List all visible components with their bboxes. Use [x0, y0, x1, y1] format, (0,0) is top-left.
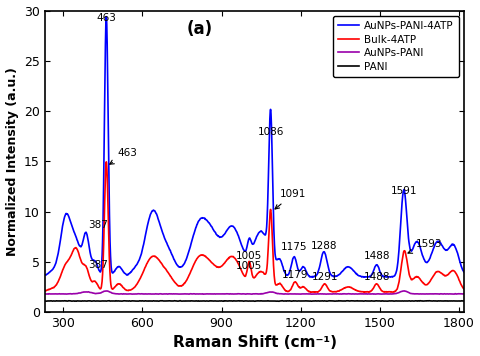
- AuNPs-PANI: [386, 292, 392, 296]
- AuNPs-PANI-4ATP: [118, 266, 124, 270]
- PANI: [460, 299, 466, 303]
- Text: 1291: 1291: [311, 272, 337, 282]
- Text: 387: 387: [88, 260, 108, 270]
- Bulk-4ATP: [314, 290, 320, 294]
- Bulk-4ATP: [118, 283, 124, 287]
- Line: PANI: PANI: [45, 300, 463, 301]
- Line: AuNPs-PANI-4ATP: AuNPs-PANI-4ATP: [45, 17, 463, 277]
- AuNPs-PANI-4ATP: [103, 15, 109, 19]
- Y-axis label: Normalized Intensity (a.u.): Normalized Intensity (a.u.): [6, 67, 19, 256]
- Bulk-4ATP: [354, 289, 360, 293]
- Text: (a): (a): [187, 20, 213, 38]
- Text: 1086: 1086: [257, 127, 283, 137]
- PANI: [276, 299, 281, 303]
- PANI: [118, 299, 124, 303]
- X-axis label: Raman Shift (cm⁻¹): Raman Shift (cm⁻¹): [172, 335, 336, 350]
- AuNPs-PANI: [354, 292, 360, 296]
- Text: 1091: 1091: [275, 189, 305, 209]
- PANI: [177, 298, 183, 303]
- AuNPs-PANI: [202, 292, 207, 296]
- Line: AuNPs-PANI: AuNPs-PANI: [45, 291, 463, 294]
- PANI: [386, 299, 392, 303]
- PANI: [354, 299, 360, 303]
- AuNPs-PANI-4ATP: [354, 273, 360, 277]
- Bulk-4ATP: [202, 254, 208, 258]
- AuNPs-PANI-4ATP: [314, 271, 320, 275]
- Bulk-4ATP: [42, 289, 48, 293]
- AuNPs-PANI: [42, 292, 48, 296]
- Text: 463: 463: [96, 12, 116, 23]
- Text: 1179: 1179: [281, 270, 308, 280]
- PANI: [202, 299, 208, 303]
- AuNPs-PANI: [293, 292, 299, 296]
- Legend: AuNPs-PANI-4ATP, Bulk-4ATP, AuNPs-PANI, PANI: AuNPs-PANI-4ATP, Bulk-4ATP, AuNPs-PANI, …: [332, 16, 458, 77]
- Text: 1288: 1288: [310, 241, 336, 251]
- Text: 1591: 1591: [390, 187, 416, 197]
- PANI: [42, 299, 48, 303]
- AuNPs-PANI: [401, 289, 407, 293]
- AuNPs-PANI-4ATP: [293, 261, 299, 265]
- Text: 1005: 1005: [236, 261, 262, 271]
- Text: 387: 387: [88, 220, 108, 230]
- AuNPs-PANI: [248, 292, 254, 297]
- Text: 1005: 1005: [236, 251, 262, 261]
- AuNPs-PANI: [460, 292, 466, 296]
- Text: 1175: 1175: [280, 242, 307, 252]
- AuNPs-PANI-4ATP: [386, 274, 392, 279]
- Bulk-4ATP: [293, 281, 299, 285]
- Text: 1593: 1593: [407, 239, 441, 253]
- Bulk-4ATP: [460, 287, 466, 291]
- Bulk-4ATP: [386, 290, 392, 294]
- AuNPs-PANI-4ATP: [42, 273, 48, 277]
- AuNPs-PANI-4ATP: [460, 270, 466, 274]
- AuNPs-PANI-4ATP: [202, 216, 208, 221]
- Bulk-4ATP: [103, 160, 109, 164]
- Text: 1488: 1488: [362, 272, 389, 282]
- AuNPs-PANI: [314, 292, 320, 296]
- AuNPs-PANI-4ATP: [360, 275, 366, 279]
- Bulk-4ATP: [361, 290, 367, 294]
- PANI: [293, 299, 299, 303]
- AuNPs-PANI: [118, 292, 124, 296]
- Line: Bulk-4ATP: Bulk-4ATP: [45, 162, 463, 292]
- Text: 463: 463: [109, 148, 137, 164]
- PANI: [314, 299, 320, 303]
- Text: 1488: 1488: [362, 251, 389, 261]
